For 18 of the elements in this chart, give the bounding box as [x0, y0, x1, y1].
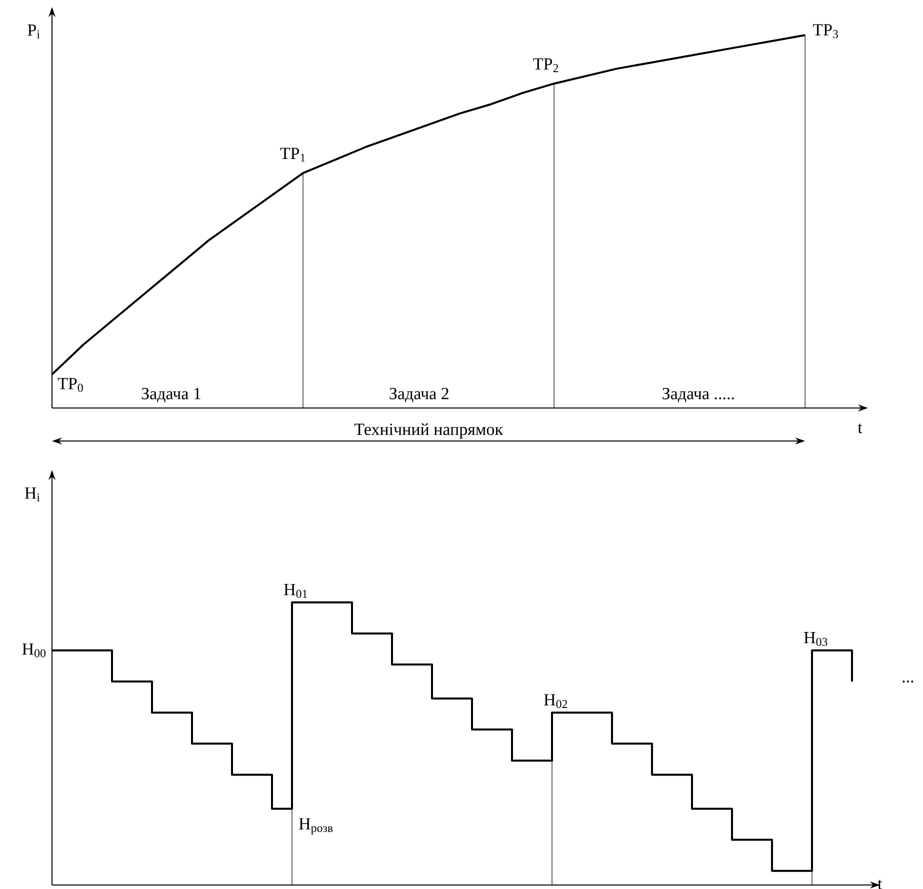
- annotation: Задача 1: [142, 388, 200, 402]
- annotation: H$_{02}$: [544, 694, 568, 708]
- annotation: TP$_{3}$: [812, 24, 838, 38]
- annotation: TP$_{2}$: [533, 58, 558, 72]
- annotation: H$_{03}$: [804, 632, 828, 646]
- text: H$_{00}$: [22, 643, 46, 658]
- text: H$_{01}$: [284, 584, 308, 598]
- annotation: TP$_{0}$: [58, 378, 83, 392]
- text: ...: [902, 680, 914, 682]
- x-axis-title: t: [878, 880, 882, 889]
- annotation: Задача 2: [390, 388, 448, 402]
- y-axis-title: H$_{i}$: [24, 488, 40, 502]
- annotation: TP$_{1}$: [280, 148, 305, 162]
- annotation: Задача .....: [662, 388, 734, 402]
- y-axis-title: P$_{i}$: [28, 24, 40, 38]
- annotation: H$_{розв}$: [299, 818, 333, 834]
- text: Технічний напрямок: [354, 423, 503, 438]
- x-axis-title: t: [858, 424, 862, 434]
